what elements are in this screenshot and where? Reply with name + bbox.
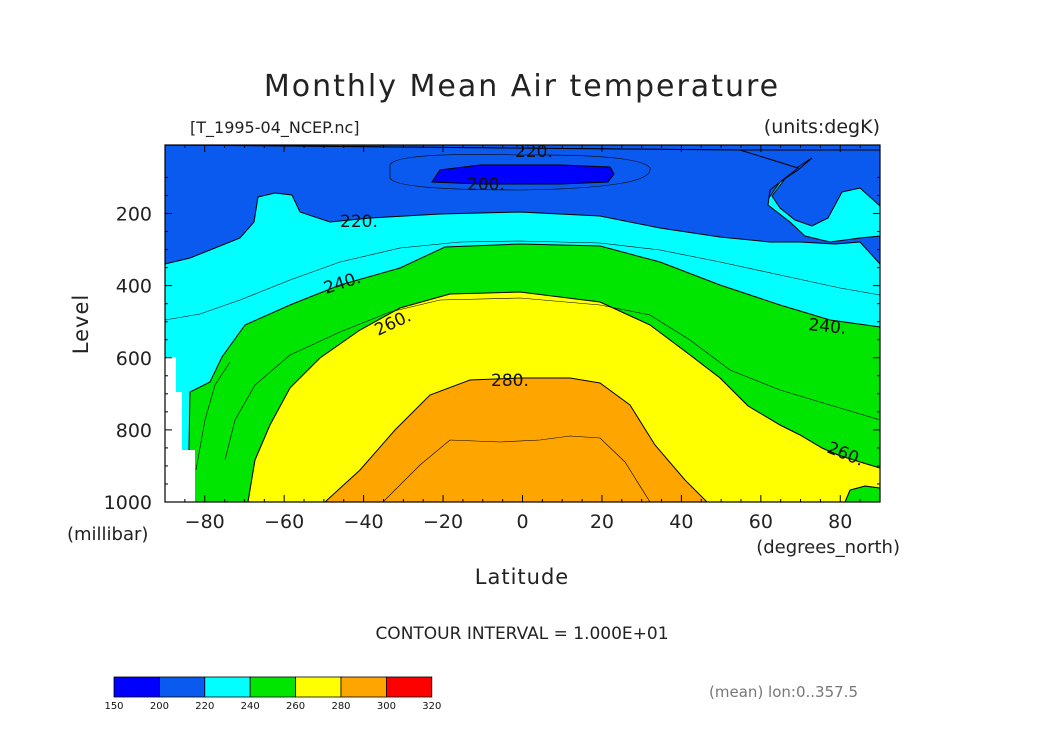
colorbar-tick-label: 260 <box>286 701 305 712</box>
x-tick-label: −40 <box>344 511 384 533</box>
colorbar-tick-label: 300 <box>377 701 396 712</box>
band-200-220-body <box>165 145 880 265</box>
x-tick-label: 80 <box>828 511 852 533</box>
colorbar-swatch <box>204 676 251 698</box>
colorbar-tick-label: 150 <box>104 701 123 712</box>
y-tick-label: 400 <box>116 276 152 298</box>
plot-area <box>165 145 880 502</box>
contour-label: 200. <box>467 175 505 195</box>
colorbar-swatch <box>158 676 206 698</box>
x-axis-label: Latitude <box>475 565 569 589</box>
colorbar: 150 200 220 240 260 280 300 320 <box>104 676 441 712</box>
chart-title: Monthly Mean Air temperature <box>264 69 780 104</box>
x-tick-label: −60 <box>264 511 304 533</box>
colorbar-tick-label: 320 <box>422 701 441 712</box>
colorbar-swatch <box>113 676 160 698</box>
x-tick-label: −80 <box>185 511 225 533</box>
contour-label: 280. <box>491 371 529 391</box>
colorbar-swatch <box>340 676 387 698</box>
file-label: [T_1995-04_NCEP.nc] <box>190 118 360 138</box>
minor-contours <box>165 154 880 502</box>
x-tick-label: 40 <box>669 511 693 533</box>
band-150-200 <box>431 164 615 185</box>
x-tick-label: 0 <box>516 511 528 533</box>
contour-interval-text: CONTOUR INTERVAL = 1.000E+01 <box>375 624 668 644</box>
y-units-label: (millibar) <box>67 524 148 545</box>
colorbar-tick-label: 200 <box>150 701 169 712</box>
contour-label: 220. <box>340 212 378 232</box>
y-tick-label: 200 <box>116 204 152 226</box>
y-tick-label: 600 <box>116 348 152 370</box>
contour-label: 240. <box>807 315 847 339</box>
x-tick-label: 60 <box>749 511 773 533</box>
footnote: (mean) lon:0..357.5 <box>709 683 858 701</box>
y-axis: 200 400 600 800 1000 <box>104 176 880 514</box>
colorbar-swatch <box>249 676 296 698</box>
colorbar-swatch <box>385 676 433 698</box>
x-tick-label: 20 <box>590 511 614 533</box>
x-tick-label: −20 <box>423 511 463 533</box>
y-axis-label: Level <box>69 294 93 354</box>
colorbar-swatch <box>295 676 342 698</box>
colorbar-tick-label: 240 <box>241 701 260 712</box>
x-units-label: (degrees_north) <box>756 537 900 558</box>
y-tick-label: 800 <box>116 420 152 442</box>
colorbar-tick-label: 280 <box>331 701 350 712</box>
y-tick-label: 1000 <box>104 492 152 514</box>
units-label: (units:degK) <box>764 116 880 138</box>
missing-data-region <box>165 357 195 502</box>
band-280-300 <box>324 377 708 502</box>
colorbar-tick-label: 220 <box>195 701 214 712</box>
contour-label: 220. <box>515 142 553 162</box>
x-axis: −80 −60 −40 −20 0 20 40 60 80 <box>164 145 881 533</box>
